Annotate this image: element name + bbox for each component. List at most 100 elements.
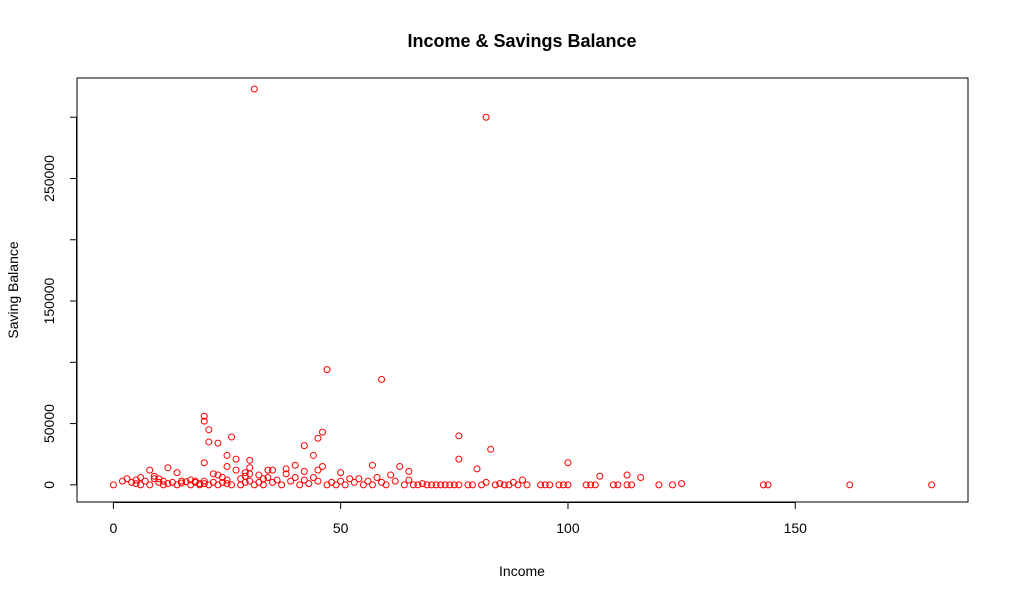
data-point <box>273 476 281 484</box>
data-point <box>159 481 167 489</box>
data-point <box>596 472 604 480</box>
data-point <box>337 477 345 485</box>
data-point <box>291 461 299 469</box>
data-point <box>264 473 272 481</box>
data-point <box>200 459 208 467</box>
data-point <box>446 481 454 489</box>
data-point <box>396 462 404 470</box>
y-tick-label: 250000 <box>41 155 57 202</box>
data-point <box>473 465 481 473</box>
y-axis: 0 50000 150000 250000 <box>41 116 77 489</box>
data-point <box>223 480 231 488</box>
data-point <box>555 481 563 489</box>
data-point <box>346 475 354 483</box>
data-point <box>487 445 495 453</box>
data-point <box>255 471 263 479</box>
data-point <box>250 85 258 93</box>
data-point <box>318 428 326 436</box>
data-point <box>282 470 290 478</box>
data-point <box>441 481 449 489</box>
data-point <box>132 480 140 488</box>
data-point <box>928 481 936 489</box>
data-point <box>200 480 208 488</box>
y-tick-label: 150000 <box>41 277 57 324</box>
data-point <box>359 481 367 489</box>
data-point <box>541 481 549 489</box>
data-point <box>519 476 526 484</box>
data-point <box>300 476 308 484</box>
data-point <box>391 477 399 485</box>
y-axis-label: Saving Balance <box>5 241 21 339</box>
data-point <box>150 475 158 483</box>
data-point <box>482 478 490 486</box>
data-point <box>228 481 236 489</box>
plot-frame <box>76 77 969 503</box>
data-point <box>309 451 317 459</box>
data-point <box>514 481 522 489</box>
data-point <box>318 462 326 470</box>
data-point <box>368 481 376 489</box>
data-point <box>223 462 231 470</box>
data-point <box>178 479 186 487</box>
data-point <box>341 481 349 489</box>
data-point <box>450 481 458 489</box>
data-point <box>146 466 154 474</box>
data-point <box>496 480 504 488</box>
data-point <box>432 481 440 489</box>
data-point <box>564 481 572 489</box>
data-point <box>455 455 463 463</box>
data-point <box>246 456 254 464</box>
data-point <box>623 471 631 479</box>
data-point <box>209 470 217 478</box>
data-point <box>287 477 295 485</box>
data-point <box>350 478 358 486</box>
data-point <box>223 476 231 484</box>
data-point <box>387 471 395 479</box>
data-point <box>846 481 854 489</box>
data-point <box>164 480 172 488</box>
data-point <box>382 481 390 489</box>
x-tick-label: 100 <box>556 520 580 536</box>
chart-title: Income & Savings Balance <box>407 31 636 51</box>
data-point <box>228 433 236 441</box>
data-point <box>609 481 617 489</box>
data-point <box>137 481 145 489</box>
data-point <box>164 464 172 472</box>
x-tick-label: 150 <box>784 520 808 536</box>
data-point <box>146 481 154 489</box>
x-axis: 0 50 100 150 <box>109 502 807 536</box>
data-point <box>246 464 254 472</box>
data-point <box>332 481 340 489</box>
data-point <box>614 481 622 489</box>
data-point <box>246 477 254 485</box>
data-point <box>628 481 636 489</box>
data-point <box>418 480 426 488</box>
data-point <box>500 481 508 489</box>
data-point <box>455 481 463 489</box>
data-point <box>355 475 363 483</box>
data-point <box>296 481 304 489</box>
data-point <box>305 480 313 488</box>
data-point <box>414 481 422 489</box>
data-point <box>246 470 254 478</box>
data-point <box>309 473 317 481</box>
data-point <box>141 477 149 485</box>
y-tick-label: 0 <box>41 481 57 489</box>
data-point <box>437 481 445 489</box>
data-point <box>223 451 231 459</box>
data-point <box>559 481 567 489</box>
data-point <box>264 466 272 474</box>
data-point <box>373 473 381 481</box>
data-point <box>546 481 554 489</box>
x-tick-label: 50 <box>333 520 349 536</box>
data-point <box>282 465 290 473</box>
data-point <box>764 481 772 489</box>
data-point <box>200 412 208 420</box>
data-point <box>241 478 249 486</box>
data-point <box>400 481 408 489</box>
data-point <box>314 466 322 474</box>
data-point <box>378 375 386 383</box>
data-point <box>205 438 213 446</box>
data-point <box>364 477 372 485</box>
data-point <box>455 432 463 440</box>
